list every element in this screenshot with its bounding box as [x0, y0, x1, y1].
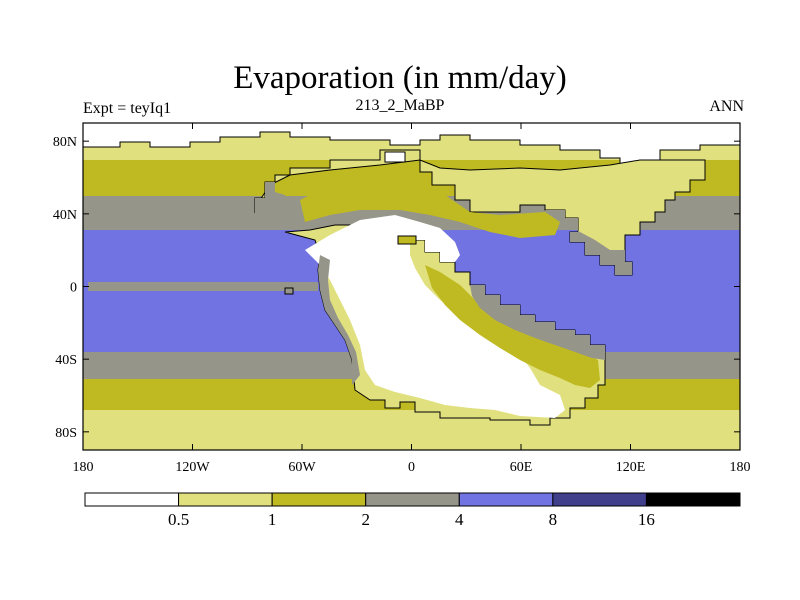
colorbar-swatch — [552, 492, 647, 507]
small-white-patch — [470, 370, 525, 400]
north-continent-rim — [255, 182, 285, 225]
y-axis: 80N 40N 0 40S 80S — [53, 135, 740, 441]
south-continent-grey-rim — [470, 285, 605, 360]
x-tick-label: 180 — [730, 460, 751, 475]
north-continent-inner — [300, 180, 560, 238]
island-gulf — [397, 235, 417, 245]
season-label: ANN — [709, 98, 744, 115]
colorbar-level-label: 1 — [268, 510, 277, 529]
map-field — [83, 123, 740, 450]
colorbar-swatch — [645, 492, 741, 507]
south-continent-dry-core — [305, 215, 565, 418]
colorbar-level-label: 8 — [549, 510, 558, 529]
y-tick-label: 0 — [70, 281, 77, 296]
colorbar-level-label: 4 — [455, 510, 464, 529]
island-west — [284, 287, 294, 295]
colorbar-level-label: 2 — [361, 510, 370, 529]
y-tick-label: 40S — [55, 353, 77, 368]
colorbar-swatch — [84, 492, 180, 507]
south-continent-coast — [318, 255, 360, 385]
y-tick-label: 40N — [53, 208, 77, 223]
chart-title: Evaporation (in mm/day) — [233, 60, 567, 96]
tropic-equatorial-strip — [88, 282, 318, 291]
island-north — [384, 151, 406, 163]
y-tick-label: 80N — [53, 135, 77, 150]
colorbar: 0.5 1 2 4 8 16 — [84, 492, 741, 529]
colorbar-swatch — [271, 492, 367, 507]
north-continent-east-rim — [545, 210, 632, 275]
colorbar-level-label: 0.5 — [168, 510, 189, 529]
y-tick-label: 80S — [55, 426, 77, 441]
x-tick-label: 180 — [73, 460, 94, 475]
x-tick-label: 60W — [288, 460, 316, 475]
band-polar-south — [83, 410, 740, 450]
x-tick-label: 0 — [408, 460, 415, 475]
colorbar-swatch — [458, 492, 554, 507]
colorbar-level-label: 16 — [638, 510, 655, 529]
case-label: 213_2_MaBP — [355, 97, 445, 114]
experiment-label: Expt = teyIq1 — [83, 100, 172, 117]
x-tick-label: 120E — [616, 460, 646, 475]
x-tick-label: 60E — [510, 460, 533, 475]
colorbar-swatch — [365, 492, 460, 507]
x-axis: 180 120W 60W 0 60E 120E 180 — [73, 123, 751, 475]
colorbar-swatch — [178, 492, 273, 507]
x-tick-label: 120W — [175, 460, 210, 475]
